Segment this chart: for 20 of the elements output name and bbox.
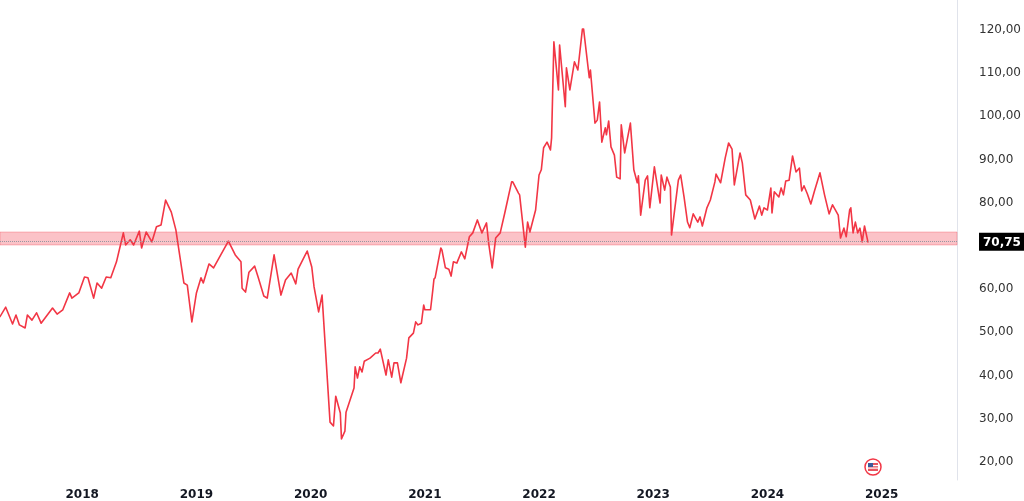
y-tick-label: 110,00 bbox=[979, 65, 1022, 80]
y-tick-label: 120,00 bbox=[979, 21, 1022, 36]
y-tick-label: 80,00 bbox=[979, 194, 1014, 209]
y-tick-label: 50,00 bbox=[979, 324, 1014, 339]
ref-line-label: 70,75 bbox=[983, 234, 1021, 249]
y-tick-label: 30,00 bbox=[979, 410, 1014, 425]
x-tick-label: 2019 bbox=[179, 487, 214, 501]
x-tick-label: 2022 bbox=[522, 487, 556, 501]
y-tick-label: 40,00 bbox=[979, 367, 1014, 382]
x-tick-label: 2024 bbox=[750, 487, 785, 501]
y-tick-label: 90,00 bbox=[979, 151, 1014, 166]
line-series bbox=[0, 28, 869, 440]
y-tick-label: 60,00 bbox=[979, 281, 1014, 296]
y-tick-label: 20,00 bbox=[979, 453, 1014, 468]
x-tick-label: 2021 bbox=[408, 487, 442, 501]
x-tick-label: 2020 bbox=[293, 487, 328, 501]
x-tick-label: 2018 bbox=[65, 487, 99, 501]
y-tick-label: 100,00 bbox=[979, 108, 1022, 123]
x-tick-label: 2025 bbox=[864, 487, 899, 501]
x-tick-label: 2023 bbox=[636, 487, 670, 501]
